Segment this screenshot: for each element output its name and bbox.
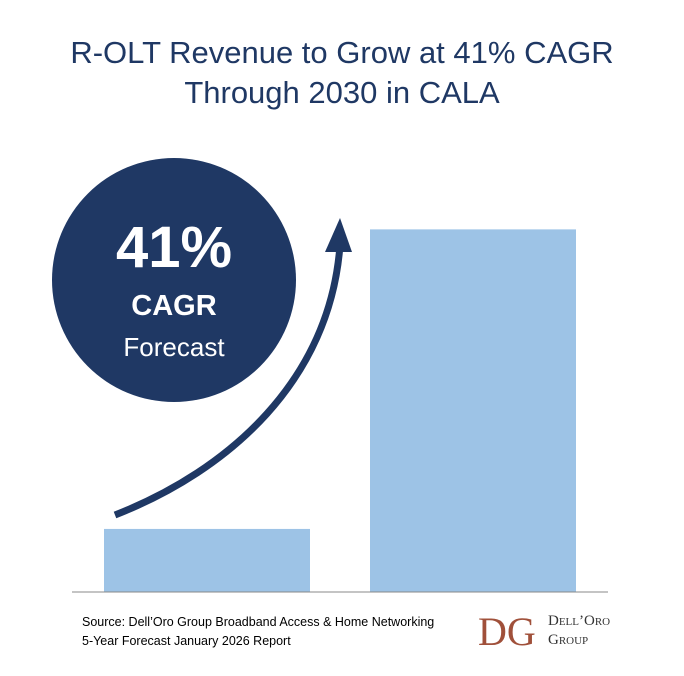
cagr-badge [52, 158, 296, 402]
cagr-value: 41% [116, 215, 232, 280]
bar-0 [104, 528, 310, 592]
growth-arrow [113, 244, 344, 519]
logo-mark: DG [478, 609, 536, 654]
chart-title-line-1: R-OLT Revenue to Grow at 41% CAGR [70, 35, 614, 70]
chart-title-line-2: Through 2030 in CALA [184, 75, 500, 110]
logo-text-2: Group [548, 632, 589, 648]
arrow-head-icon [325, 218, 352, 252]
source-line-1: Source: Dell’Oro Group Broadband Access … [82, 615, 435, 629]
source-line-2: 5-Year Forecast January 2026 Report [82, 634, 291, 648]
cagr-label: CAGR [131, 290, 216, 322]
bar-1 [370, 229, 576, 592]
forecast-label: Forecast [123, 332, 225, 362]
logo-text-1: Dell’Oro [548, 613, 611, 629]
